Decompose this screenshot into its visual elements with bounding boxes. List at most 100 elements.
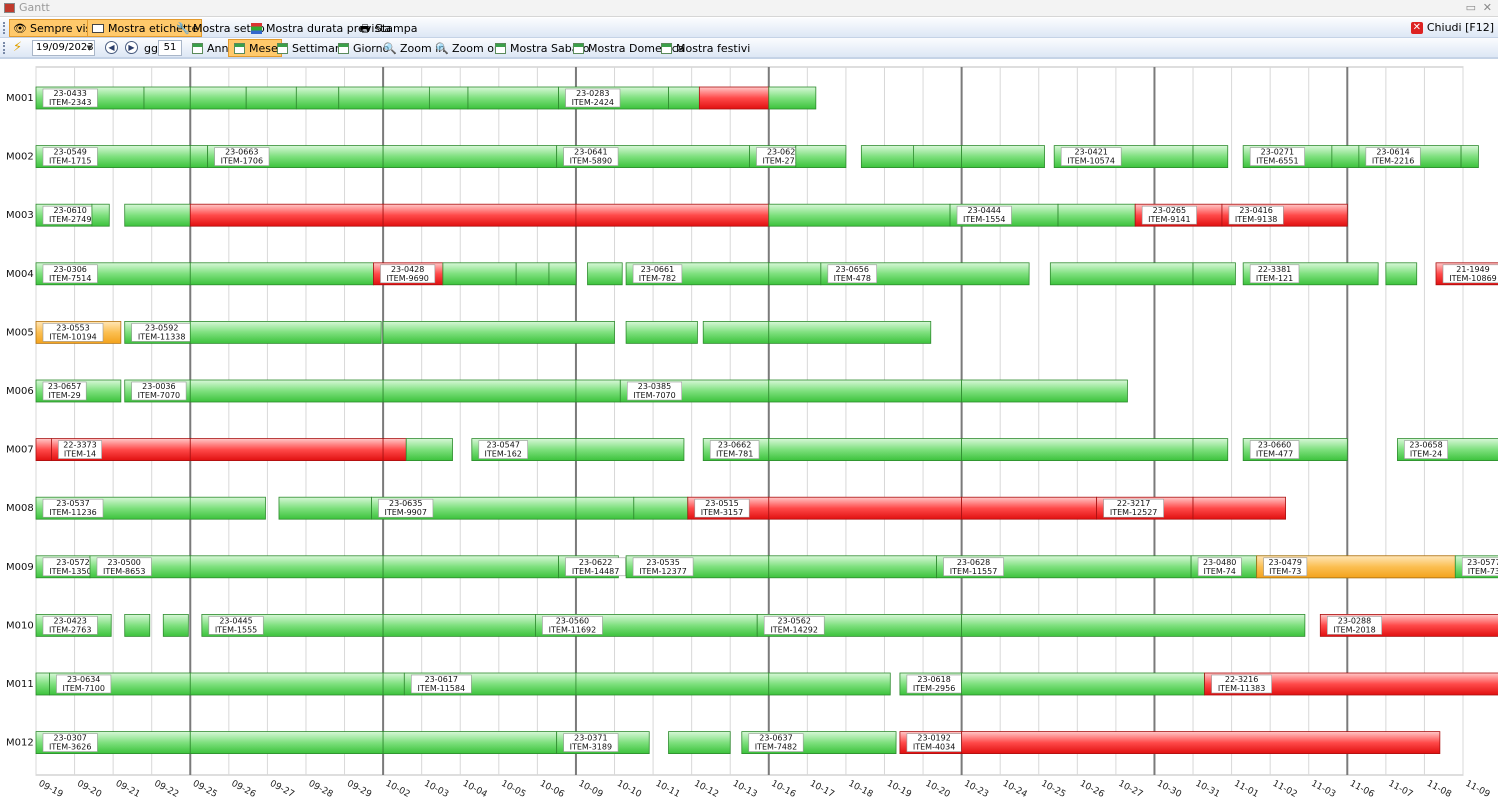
task-bar[interactable] [189, 145, 209, 168]
task-bar[interactable] [382, 555, 559, 579]
task-bar[interactable] [382, 203, 577, 227]
task-bar[interactable] [35, 438, 52, 462]
task-bar[interactable] [382, 320, 615, 344]
task-bar[interactable] [768, 672, 891, 696]
task-bar[interactable] [189, 262, 374, 286]
zoom-out-button[interactable]: 🔍 Zoom out [435, 42, 506, 55]
task-bar[interactable] [91, 203, 110, 227]
task-bar[interactable] [382, 145, 558, 168]
task-bar[interactable] [189, 203, 384, 227]
task-bar[interactable] [961, 438, 1194, 462]
task-bar[interactable] [124, 203, 191, 227]
day-button[interactable]: Giorno [332, 39, 393, 57]
show-sunday-button[interactable]: Mostra Domenica [567, 39, 689, 57]
minimize-icon[interactable]: ▭ [1465, 1, 1476, 14]
task-bar[interactable] [961, 145, 1045, 168]
show-saturday-button[interactable]: Mostra Sabato [489, 39, 594, 57]
task-bar[interactable] [189, 438, 384, 462]
task-bar[interactable] [382, 438, 407, 462]
task-bar[interactable] [35, 672, 50, 696]
task-bar[interactable] [189, 86, 247, 110]
task-bar[interactable] [575, 672, 770, 696]
task-bar[interactable] [1192, 496, 1286, 520]
task-bar[interactable] [382, 614, 536, 637]
task-bar[interactable] [1192, 262, 1236, 286]
task-bar[interactable] [278, 496, 372, 520]
toolbar-grip[interactable] [3, 42, 6, 54]
task-bar[interactable] [442, 262, 517, 286]
task-bar[interactable] [633, 496, 689, 520]
show-setup-button[interactable]: 🔧 Mostra setup [176, 22, 265, 35]
task-bar[interactable] [162, 614, 189, 637]
task-bar[interactable] [768, 320, 932, 344]
task-bar[interactable] [1385, 262, 1418, 286]
task-bar[interactable] [860, 145, 914, 168]
task-bar[interactable] [295, 86, 340, 110]
show-duration-button[interactable]: Mostra durata prevista [245, 19, 395, 37]
task-bar[interactable] [382, 379, 577, 403]
task-bar[interactable] [961, 614, 1306, 637]
task-bar[interactable] [1049, 262, 1194, 286]
task-bar[interactable] [405, 438, 453, 462]
date-picker[interactable]: 19/09/2023 ▼ [32, 40, 95, 56]
week-button[interactable]: Settimana [271, 39, 353, 57]
task-bar[interactable] [575, 496, 635, 520]
task-bar[interactable] [189, 731, 384, 754]
show-labels-button[interactable]: Mostra etichette [87, 19, 203, 37]
task-bar[interactable] [625, 320, 698, 344]
task-bar[interactable] [913, 145, 963, 168]
gantt-chart-area[interactable]: 23-0433 ITEM-2343 23-0283 ITEM-2424 23-0549 I… [0, 58, 1498, 804]
show-holidays-button[interactable]: Mostra festivi [655, 39, 754, 57]
task-bar[interactable] [245, 86, 297, 110]
arrow-left-icon[interactable]: ◀ [105, 41, 118, 54]
task-bar[interactable] [668, 86, 700, 110]
task-bar[interactable] [961, 379, 1128, 403]
task-bar[interactable] [768, 438, 963, 462]
task-bar[interactable] [698, 86, 770, 110]
task-bar[interactable] [467, 86, 559, 110]
task-bar[interactable] [1331, 145, 1360, 168]
task-bar[interactable] [1057, 203, 1136, 227]
task-bar[interactable] [768, 496, 963, 520]
task-bar[interactable] [668, 731, 731, 754]
lightning-icon[interactable]: ⚡ [13, 40, 23, 55]
task-bar[interactable] [382, 672, 405, 696]
task-bar[interactable] [587, 262, 623, 286]
gantt-chart[interactable]: 23-0433ITEM-234323-0283ITEM-242423-0549I… [0, 59, 1498, 805]
task-bar[interactable] [124, 614, 151, 637]
task-bar[interactable] [961, 672, 1205, 696]
task-bar[interactable] [702, 320, 770, 344]
task-bar[interactable] [768, 262, 822, 286]
task-bar[interactable] [768, 555, 937, 579]
task-bar[interactable] [575, 438, 685, 462]
task-bar[interactable] [768, 203, 951, 227]
print-button[interactable]: 🖶 Stampa [359, 22, 418, 35]
task-bar[interactable] [795, 145, 847, 168]
task-bar[interactable] [189, 379, 384, 403]
task-bar[interactable] [1460, 145, 1479, 168]
task-bar[interactable] [338, 86, 384, 110]
close-window-icon[interactable]: ✕ [1482, 1, 1492, 14]
task-bar[interactable] [548, 262, 577, 286]
task-bar[interactable] [428, 86, 469, 110]
task-bar[interactable] [961, 496, 1098, 520]
task-bar[interactable] [189, 555, 384, 579]
task-bar[interactable] [189, 496, 266, 520]
days-input[interactable]: 51 [158, 40, 182, 56]
zoom-in-button[interactable]: 🔍 Zoom in [383, 42, 446, 55]
month-button[interactable]: Mese [228, 39, 282, 57]
task-bar[interactable] [575, 203, 770, 227]
task-bar[interactable] [1204, 672, 1498, 696]
task-bar[interactable] [768, 86, 817, 110]
arrow-right-icon[interactable]: ▶ [125, 41, 138, 54]
task-bar[interactable] [515, 262, 550, 286]
task-bar[interactable] [1192, 438, 1229, 462]
task-bar[interactable] [382, 86, 430, 110]
task-bar[interactable] [189, 320, 382, 344]
task-bar[interactable] [382, 731, 558, 754]
task-bar[interactable] [961, 731, 1441, 754]
toolbar-grip[interactable] [3, 22, 6, 34]
chevron-down-icon[interactable]: ▼ [86, 44, 92, 52]
task-bar[interactable] [768, 379, 963, 403]
task-bar[interactable] [575, 379, 621, 403]
